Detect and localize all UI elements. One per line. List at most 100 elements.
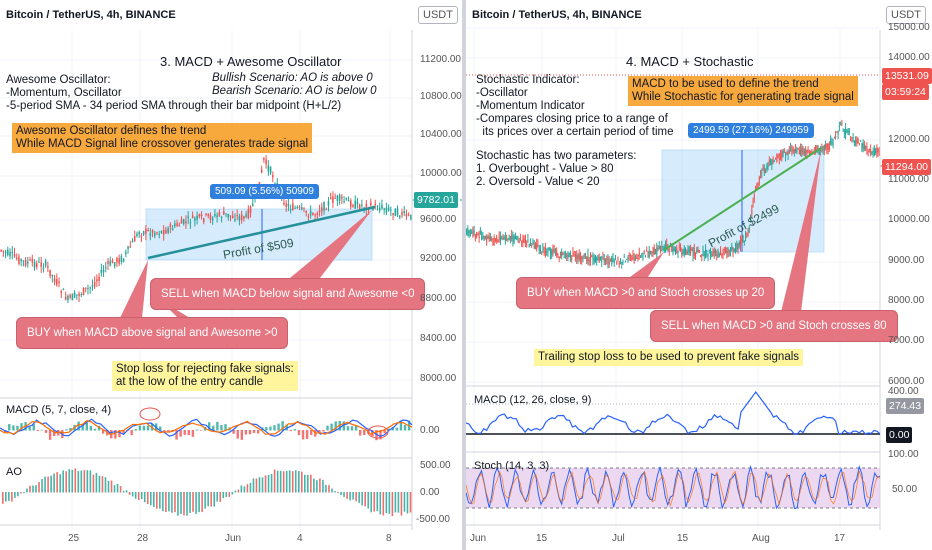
- candle-body: [728, 250, 730, 252]
- candle-body: [608, 261, 610, 265]
- candle-body: [44, 260, 47, 266]
- candle-body: [220, 217, 223, 219]
- candle-body: [42, 267, 45, 269]
- panel-divider[interactable]: [462, 0, 466, 550]
- candle-body: [672, 247, 674, 251]
- macd-histogram-bar: [350, 426, 354, 431]
- candle-body: [678, 246, 680, 248]
- candle-body: [766, 166, 768, 170]
- ao-bar: [288, 470, 291, 493]
- ao-bar: [56, 472, 58, 493]
- macd-histogram-bar: [134, 428, 137, 431]
- candle-body: [557, 255, 559, 258]
- candle-body: [202, 218, 205, 222]
- right-symbol-header: Bitcoin / TetherUS, 4h, BINANCE: [472, 9, 642, 21]
- left-chart-panel: Bitcoin / TetherUS, 4h, BINANCE USDT 3. …: [0, 0, 462, 550]
- candle-body: [478, 235, 480, 239]
- macd-histogram-bar: [138, 425, 142, 431]
- candle-body: [314, 214, 316, 216]
- macd-histogram-bar: [346, 426, 350, 431]
- candle-body: [40, 262, 42, 267]
- candle-body: [750, 215, 752, 218]
- ao-bar: [219, 492, 222, 502]
- candle-body: [147, 229, 149, 231]
- candle-body: [575, 254, 577, 257]
- candle-body: [690, 248, 692, 254]
- candle-body: [856, 138, 858, 144]
- candle-body: [133, 236, 136, 242]
- candle-body: [867, 151, 869, 153]
- candle-body: [292, 203, 294, 211]
- candle-body: [38, 261, 40, 263]
- ao-bar: [162, 492, 164, 512]
- candle-body: [657, 247, 659, 249]
- candle-body: [542, 246, 544, 250]
- ao-bar: [385, 492, 388, 514]
- time-axis-label: 8: [386, 533, 392, 544]
- candle-body: [489, 237, 491, 241]
- ao-bar: [131, 492, 134, 497]
- candle-body: [225, 213, 227, 215]
- ao-bar: [276, 470, 279, 493]
- ao-axis-label: 0.00: [420, 487, 440, 498]
- ao-bar: [228, 492, 231, 497]
- ao-bar: [261, 477, 264, 493]
- ao-bar: [68, 469, 71, 493]
- right-currency-button[interactable]: USDT: [886, 6, 926, 24]
- candle-body: [593, 257, 595, 262]
- candle-body: [583, 254, 585, 257]
- stoch-desc-line: -Oscillator: [476, 87, 528, 99]
- candle-body: [205, 213, 207, 215]
- macd-histogram-bar: [301, 430, 305, 440]
- candle-body: [797, 148, 799, 150]
- stoch-axis-label: 100.00: [888, 449, 919, 460]
- candle-body: [508, 237, 510, 239]
- candle-body: [82, 287, 85, 296]
- candle-body: [13, 253, 16, 257]
- candle-body: [329, 197, 332, 199]
- ao-bar: [403, 492, 406, 512]
- ao-bar: [29, 485, 31, 493]
- ao-bar: [246, 484, 249, 493]
- candle-body: [349, 200, 352, 207]
- macd-histogram-bar: [16, 425, 19, 431]
- candle-body: [632, 254, 634, 259]
- candle-body: [808, 152, 810, 154]
- note-line: Stop loss for rejecting fake signals:: [116, 363, 294, 375]
- macd-value-tag: 274.43: [886, 398, 925, 414]
- candle-body: [67, 295, 69, 300]
- time-axis-label: Jun: [225, 533, 242, 544]
- candle-body: [735, 248, 737, 252]
- macd-histogram-bar: [391, 426, 394, 431]
- candle-body: [585, 254, 587, 256]
- left-last-price-tag: 9782.01: [414, 192, 458, 208]
- candle-body: [566, 254, 568, 257]
- candle-body: [531, 244, 533, 246]
- candle-body: [251, 203, 254, 207]
- candle-body: [563, 256, 565, 259]
- left-buy-callout: BUY when MACD above signal and Awesome >…: [16, 317, 289, 349]
- candle-body: [841, 122, 843, 125]
- candle-body: [507, 238, 509, 240]
- candle-body: [15, 257, 18, 259]
- ao-bar: [177, 492, 179, 516]
- candle-body: [807, 150, 809, 153]
- candle-body: [620, 260, 622, 263]
- candle-body: [387, 207, 390, 211]
- candle-body: [556, 250, 558, 256]
- macd-histogram-bar: [281, 421, 284, 431]
- candle-body: [504, 237, 506, 240]
- candle-body: [732, 248, 734, 253]
- ao-bar: [47, 476, 49, 493]
- ao-bar: [165, 492, 167, 513]
- macd-histogram-bar: [248, 430, 252, 435]
- candle-body: [853, 141, 855, 144]
- ao-bar: [50, 475, 52, 493]
- left-currency-button[interactable]: USDT: [418, 6, 458, 24]
- macd-histogram-bar: [375, 430, 378, 441]
- ao-bar: [207, 492, 209, 507]
- candle-body: [142, 231, 145, 235]
- candle-body: [855, 140, 857, 144]
- candle-body: [848, 130, 850, 132]
- ao-bar: [2, 492, 4, 504]
